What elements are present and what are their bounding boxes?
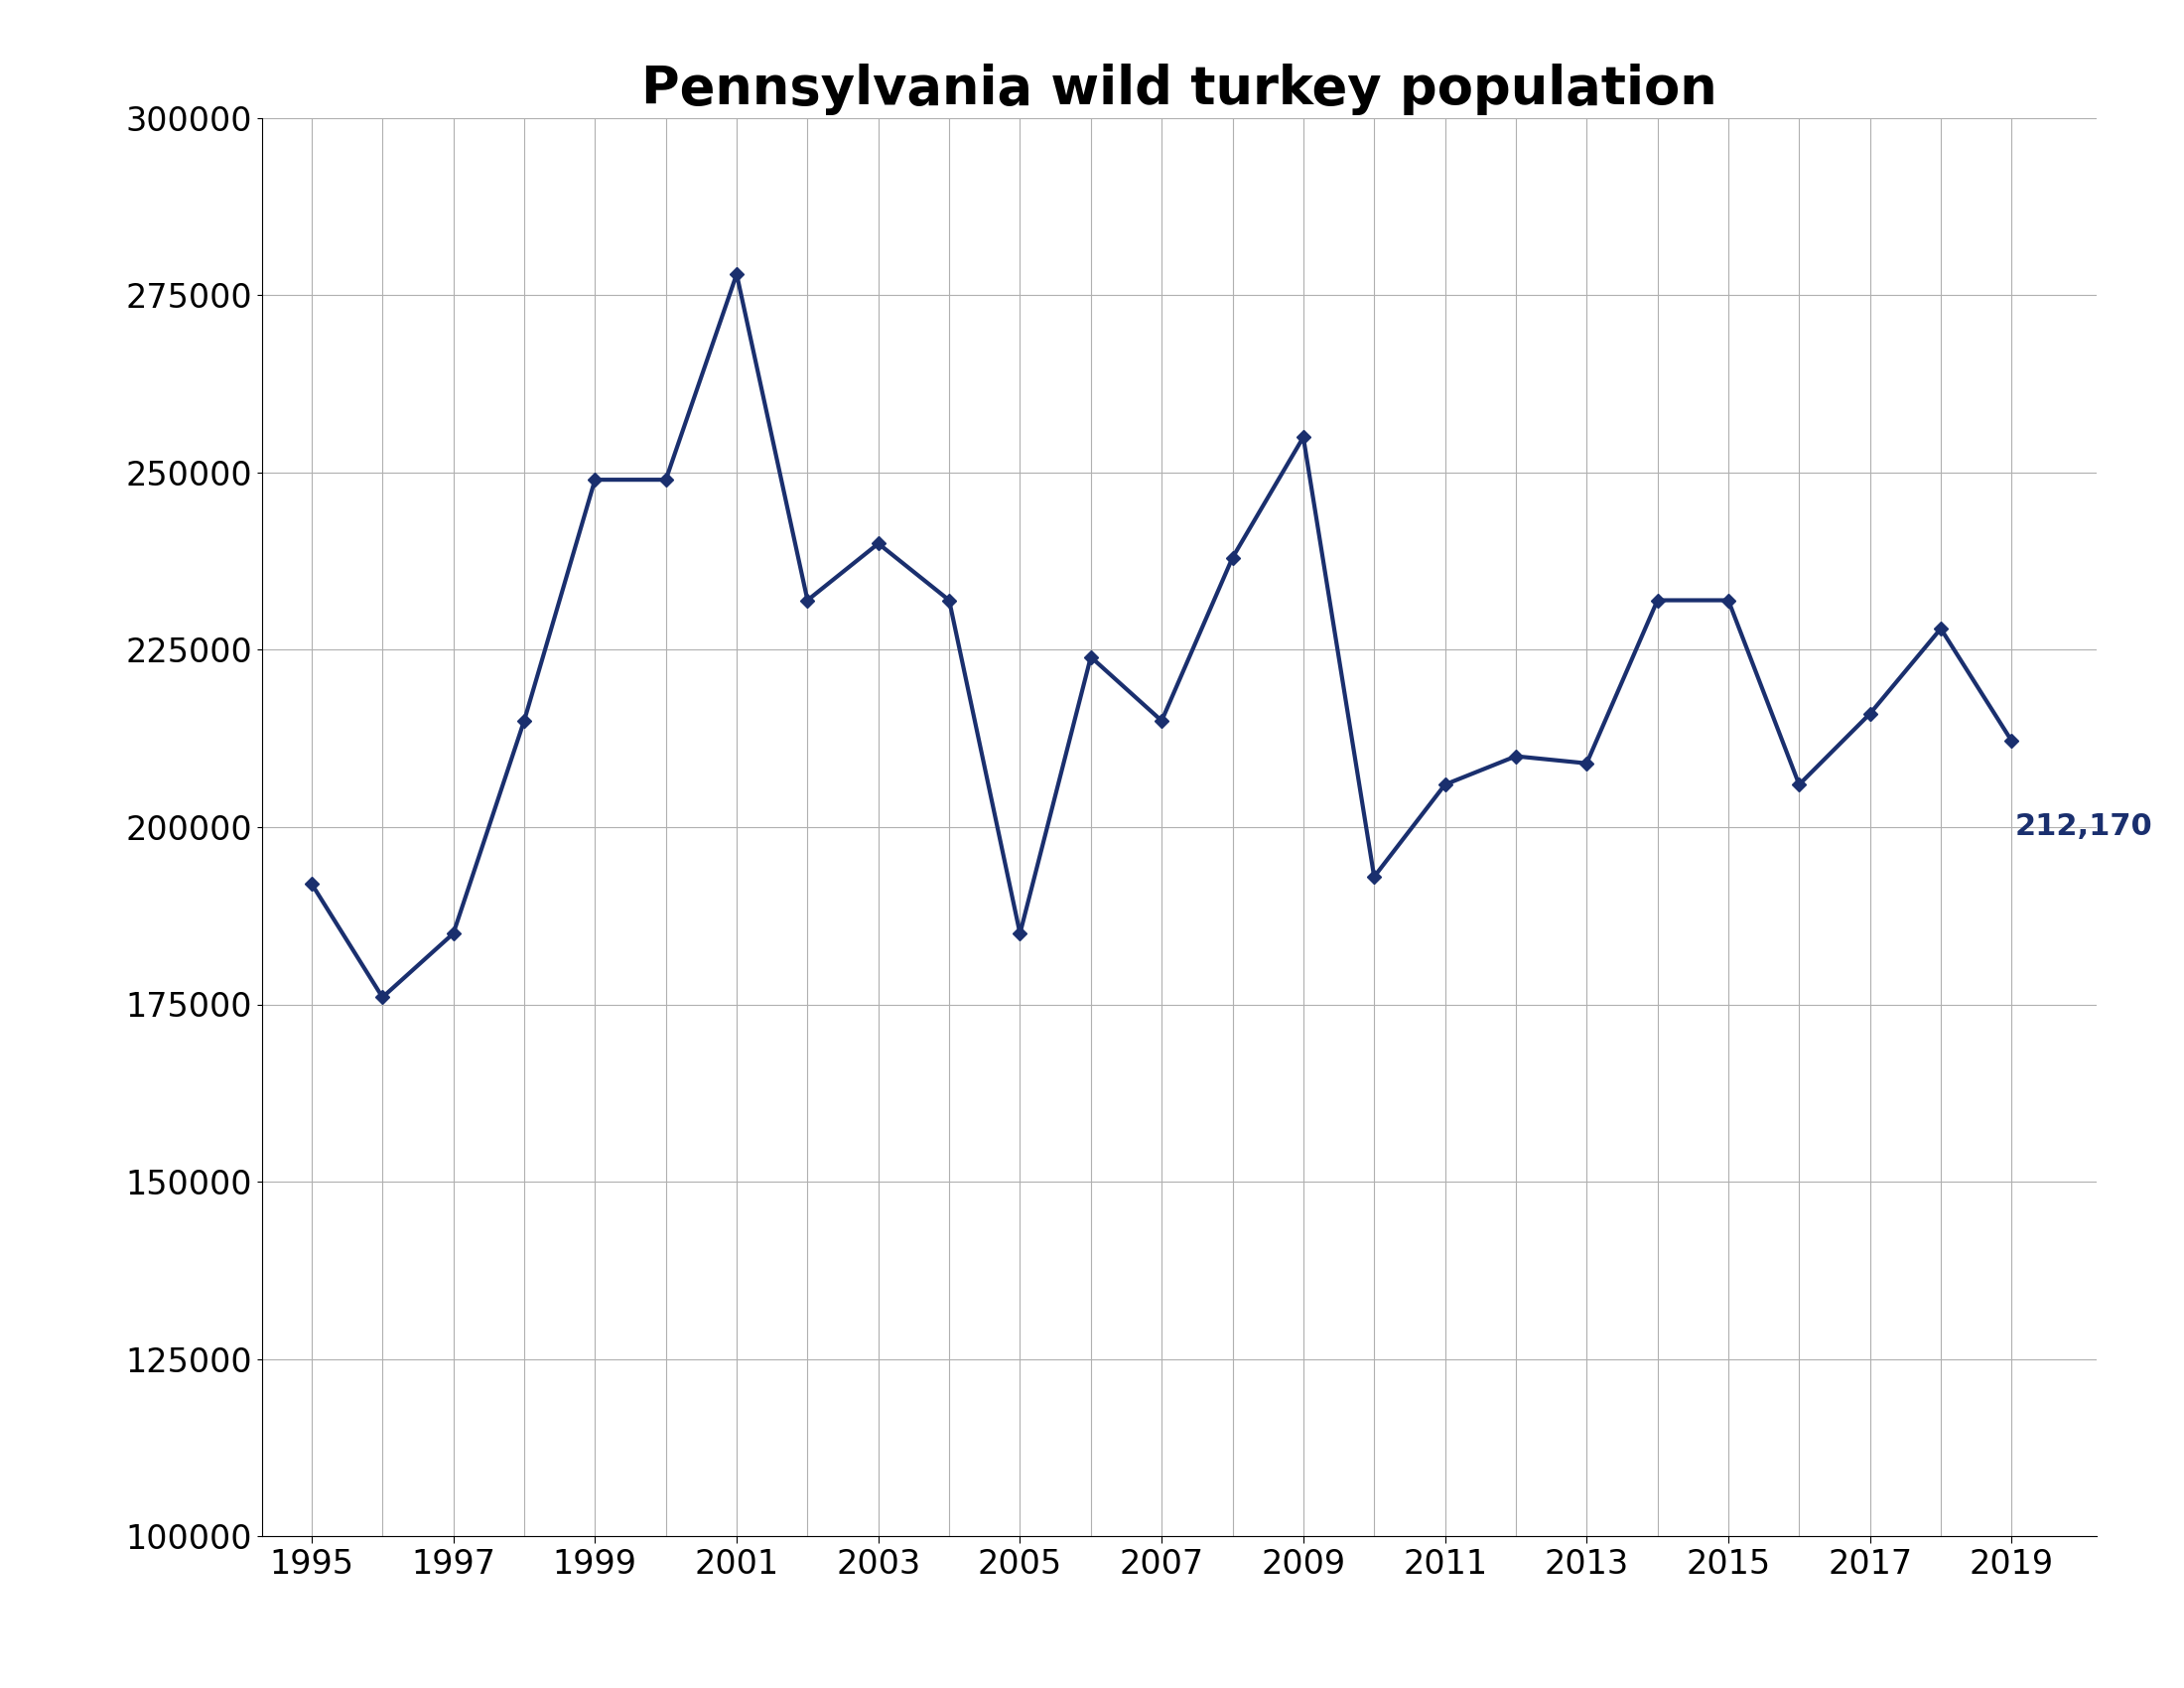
Text: 212,170: 212,170 <box>2016 812 2153 841</box>
Title: Pennsylvania wild turkey population: Pennsylvania wild turkey population <box>642 64 1717 115</box>
